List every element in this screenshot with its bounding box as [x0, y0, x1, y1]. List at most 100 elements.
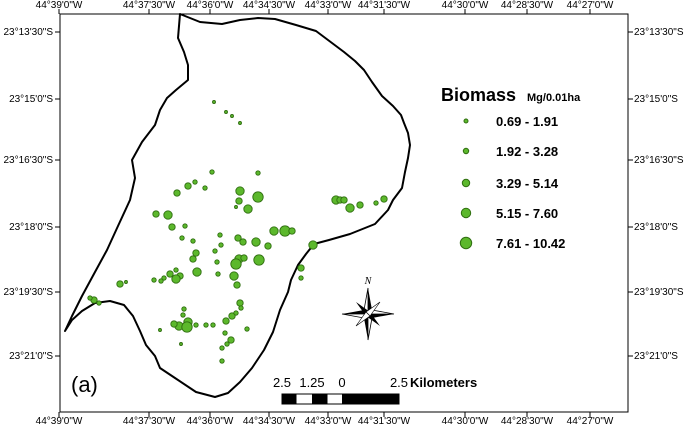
biomass-point: [243, 204, 253, 214]
legend-label-2: 1.92 - 3.28: [496, 144, 558, 159]
biomass-point: [151, 277, 157, 283]
legend-label-5: 7.61 - 10.42: [496, 236, 565, 251]
biomass-point: [340, 196, 348, 204]
biomass-point: [166, 270, 174, 278]
panel-label: (a): [71, 372, 98, 397]
biomass-point: [179, 342, 183, 346]
bottom-axis-label: 44°39'0"W: [36, 416, 83, 427]
biomass-point: [171, 274, 181, 284]
biomass-point: [297, 264, 305, 272]
biomass-point: [252, 191, 264, 203]
biomass-point: [298, 275, 304, 281]
bottom-axis-label: 44°31'30"W: [358, 416, 411, 427]
top-axis-label: 44°39'0"W: [36, 0, 83, 11]
biomass-point: [203, 322, 209, 328]
biomass-point: [209, 169, 215, 175]
left-axis-label: 23°13'30"S: [4, 27, 54, 38]
top-axis-label: 44°37'30"W: [123, 0, 176, 11]
biomass-point: [181, 306, 187, 312]
biomass-point: [116, 280, 124, 288]
top-axis-label: 44°28'30"W: [501, 0, 554, 11]
biomass-point: [269, 226, 279, 236]
biomass-point: [222, 330, 228, 336]
biomass-point: [240, 254, 248, 262]
biomass-point: [189, 255, 197, 263]
biomass-point: [345, 203, 355, 213]
left-axis-label: 23°19'30"S: [4, 287, 54, 298]
left-axis-label: 23°18'0"S: [9, 222, 53, 233]
biomass-point: [228, 312, 236, 320]
left-axis-label: 23°21'0"S: [9, 351, 53, 362]
top-axis-label: 44°33'0"W: [305, 0, 352, 11]
biomass-point: [373, 200, 379, 206]
frame-ticks: [55, 9, 633, 417]
biomass-point: [210, 322, 216, 328]
left-axis-label: 23°15'0"S: [9, 94, 53, 105]
biomass-point: [87, 295, 93, 301]
bottom-axis-label: 44°36'0"W: [187, 416, 234, 427]
biomass-point: [244, 326, 250, 332]
biomass-point: [227, 336, 235, 344]
biomass-point: [217, 232, 223, 238]
biomass-point: [380, 195, 388, 203]
study-area-boundary: [64, 13, 411, 398]
legend-unit: Mg/0.01ha: [527, 92, 581, 104]
right-axis-label: 23°21'0"S: [634, 351, 678, 362]
biomass-point: [219, 358, 225, 364]
legend-label-4: 5.15 - 7.60: [496, 206, 558, 221]
biomass-point: [152, 210, 160, 218]
biomass-point: [180, 312, 186, 318]
biomass-point: [193, 322, 199, 328]
scale-bar-tick-1: 2.5: [273, 375, 291, 390]
biomass-point: [218, 242, 224, 248]
biomass-point: [239, 238, 247, 246]
biomass-point: [163, 210, 173, 220]
biomass-point: [234, 205, 238, 209]
biomass-point: [161, 275, 167, 281]
legend-symbol-3: [461, 178, 471, 188]
scale-bar: 2.5 1.25 0 2.5 Kilometers: [273, 375, 477, 405]
biomass-point: [235, 197, 243, 205]
biomass-point: [222, 317, 230, 325]
legend-symbol-4: [460, 207, 472, 219]
bottom-axis-label: 44°27'0"W: [567, 416, 614, 427]
top-axis-label: 44°27'0"W: [567, 0, 614, 11]
biomass-point: [288, 227, 296, 235]
scale-bar-unit: Kilometers: [410, 375, 477, 390]
bottom-axis-label: 44°34'30"W: [243, 416, 296, 427]
legend-title: Biomass: [441, 85, 516, 105]
biomass-point: [168, 223, 176, 231]
legend-symbol-1: [463, 118, 469, 124]
right-axis-label: 23°18'0"S: [634, 222, 678, 233]
biomass-point: [229, 271, 239, 281]
biomass-point: [253, 254, 265, 266]
biomass-point: [212, 100, 216, 104]
biomass-point: [184, 182, 192, 190]
scale-bar-tick-3: 0: [338, 375, 345, 390]
top-axis-label: 44°34'30"W: [243, 0, 296, 11]
biomass-points: [87, 100, 388, 364]
biomass-point: [238, 305, 244, 311]
scale-bar-tick-2: 1.25: [299, 375, 324, 390]
legend-symbol-5: [459, 236, 473, 250]
biomass-point: [192, 179, 198, 185]
legend-label-3: 3.29 - 5.14: [496, 176, 559, 191]
biomass-point: [238, 121, 242, 125]
biomass-point: [158, 278, 164, 284]
biomass-point: [192, 249, 200, 257]
legend-symbol-2: [462, 147, 470, 155]
biomass-point: [192, 267, 202, 277]
biomass-point: [214, 259, 220, 265]
biomass-point: [124, 280, 128, 284]
biomass-point: [236, 299, 244, 307]
bottom-axis-label: 44°28'30"W: [501, 416, 554, 427]
top-axis-label: 44°31'30"W: [358, 0, 411, 11]
bottom-axis-label: 44°30'0"W: [442, 416, 489, 427]
biomass-point: [96, 300, 102, 306]
bottom-axis-label: 44°33'0"W: [305, 416, 352, 427]
legend-label-1: 0.69 - 1.91: [496, 114, 558, 129]
bottom-axis-labels: 44°39'0"W 44°37'30"W 44°36'0"W 44°34'30"W 44…: [36, 416, 614, 427]
scale-bar-tick-4: 2.5: [390, 375, 408, 390]
biomass-point: [234, 234, 242, 242]
right-axis-label: 23°16'30"S: [634, 155, 684, 166]
